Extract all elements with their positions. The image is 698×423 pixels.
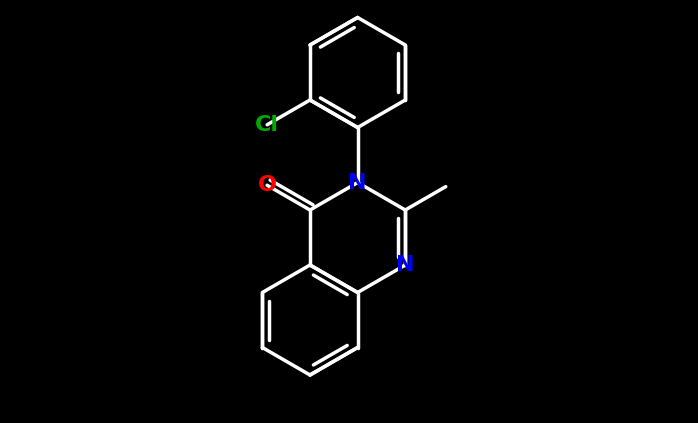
Text: O: O (258, 175, 276, 195)
Text: N: N (396, 255, 415, 275)
Text: N: N (348, 173, 367, 192)
Text: Cl: Cl (255, 115, 279, 135)
